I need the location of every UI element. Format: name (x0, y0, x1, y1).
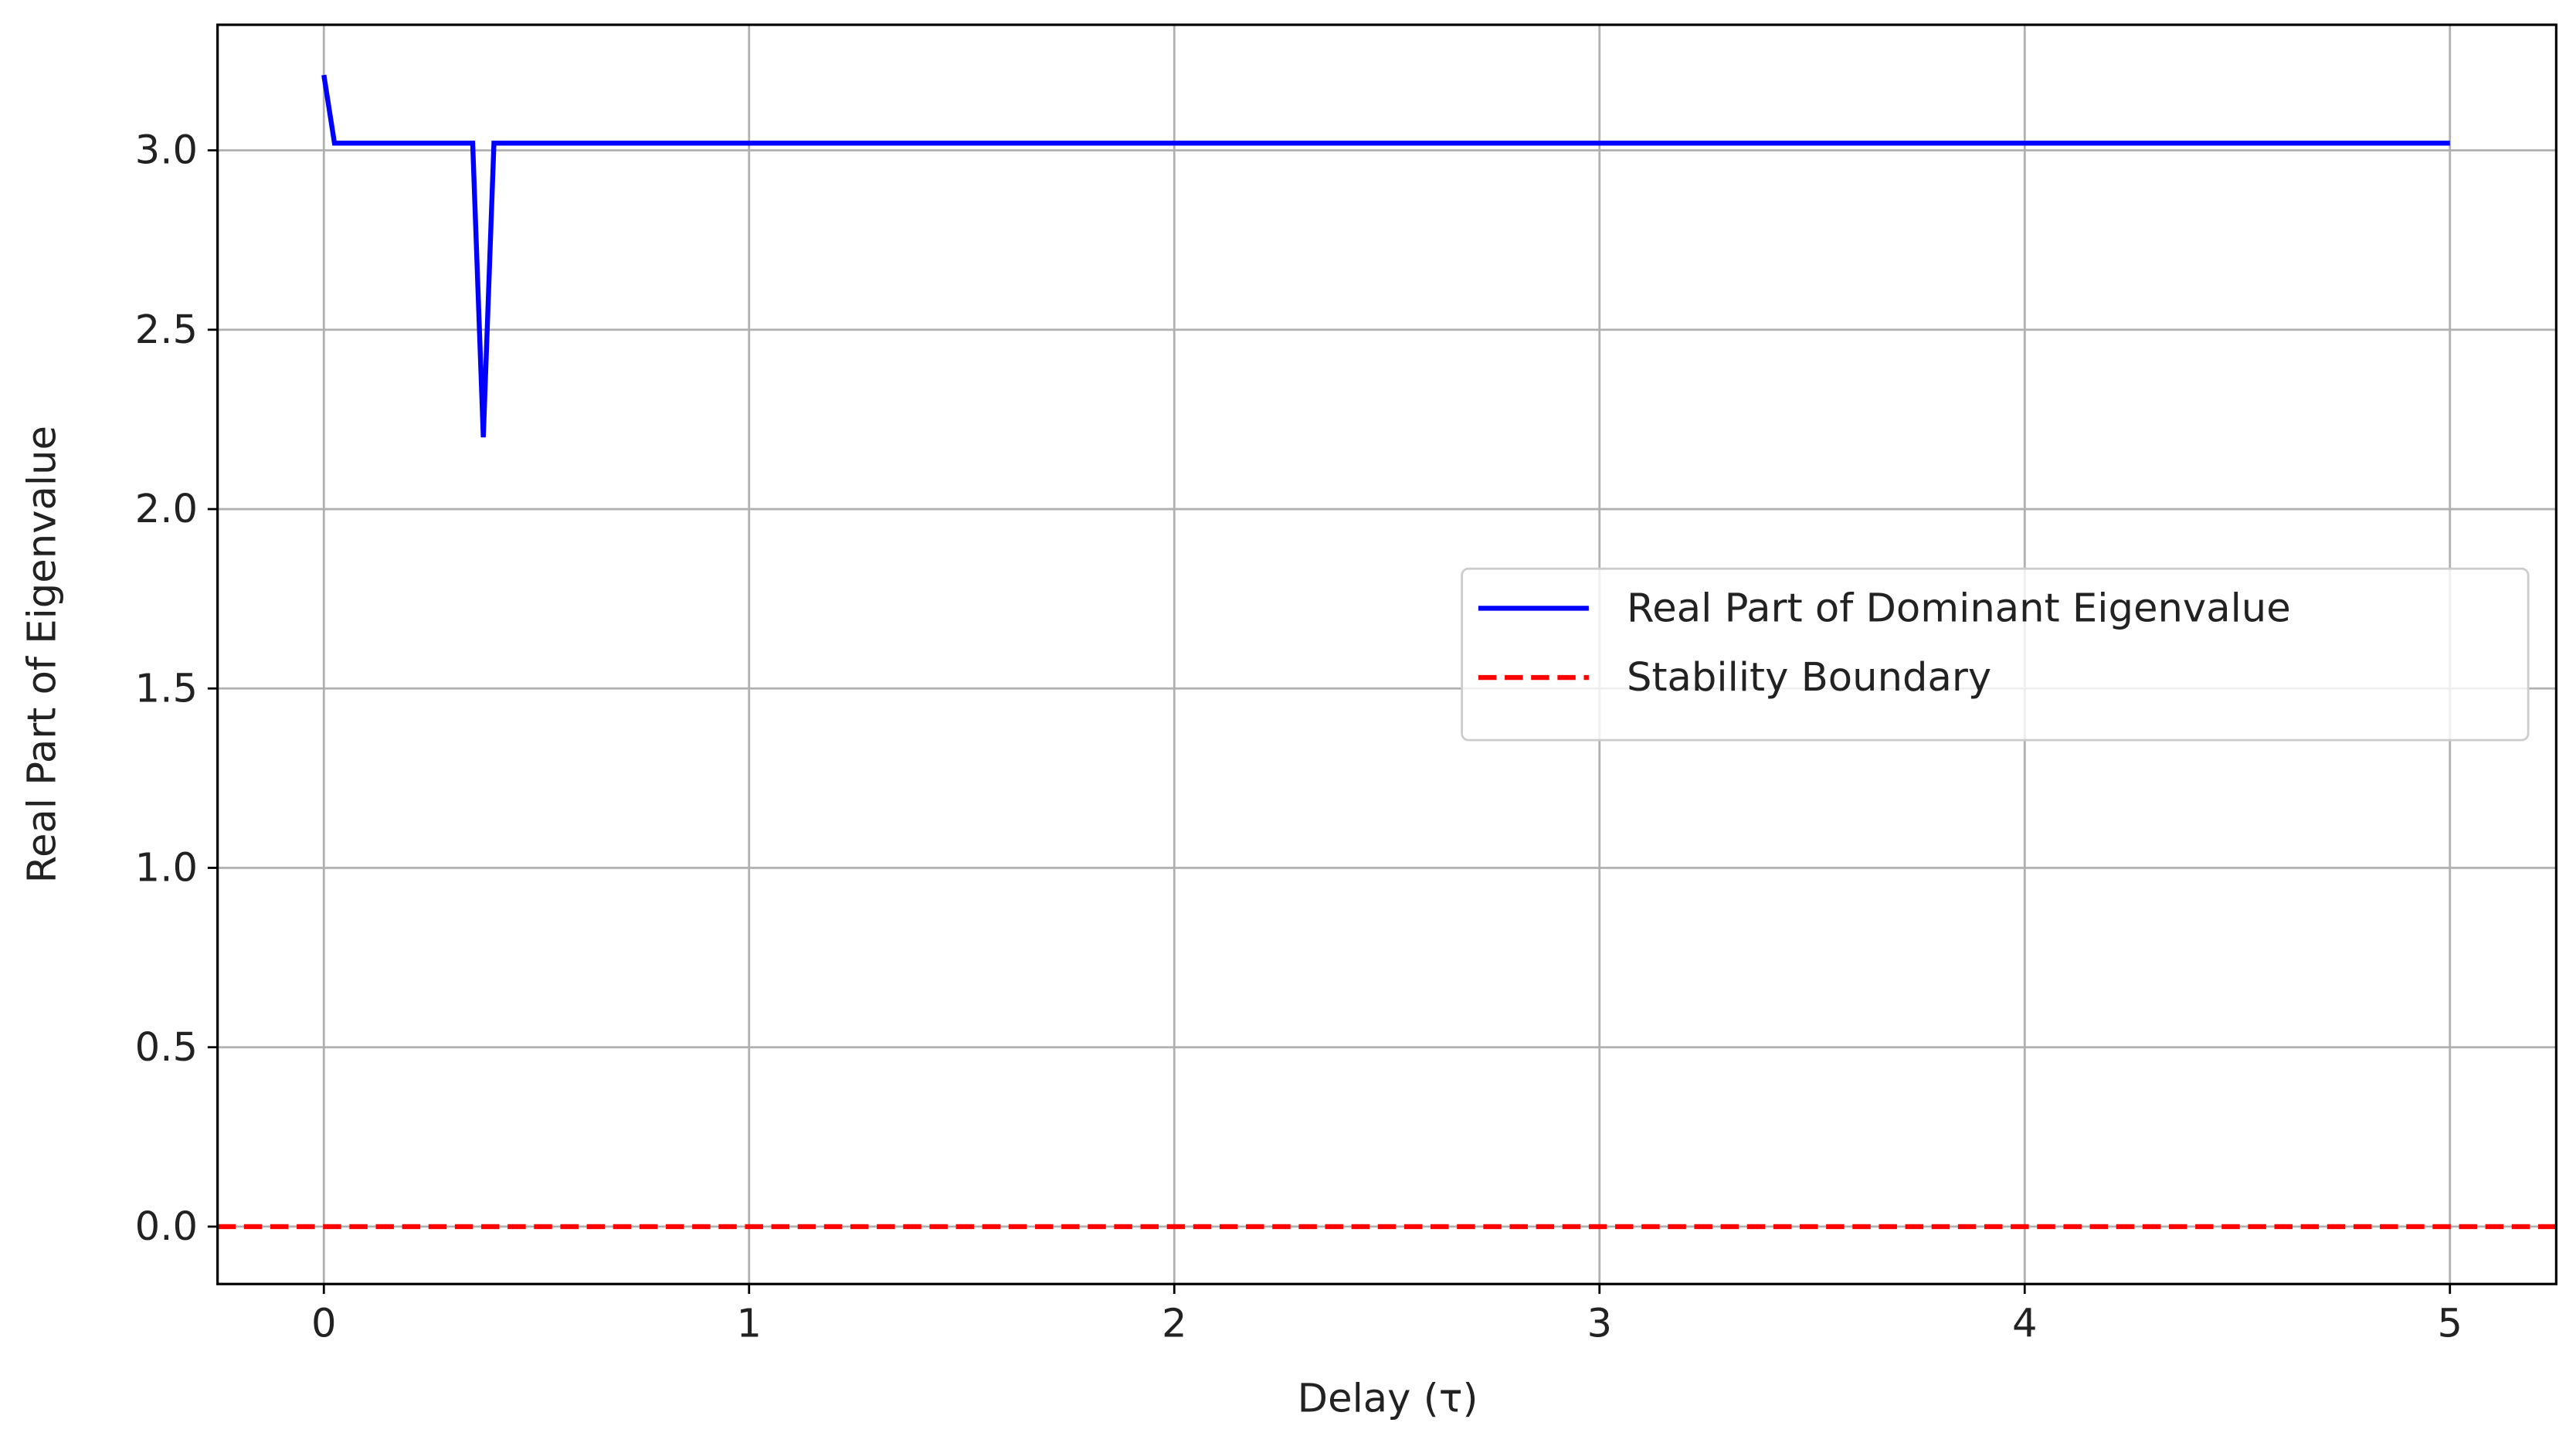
x-tick-label: 0 (311, 1301, 337, 1347)
y-tick-label: 2.0 (135, 486, 198, 532)
legend-label: Stability Boundary (1627, 654, 1991, 701)
x-tick-label: 2 (1162, 1301, 1187, 1347)
y-tick-label: 0.0 (135, 1203, 198, 1250)
y-tick-label: 2.5 (135, 307, 198, 353)
axes-frame (216, 23, 2557, 1285)
x-tick-label: 3 (1587, 1301, 1612, 1347)
legend-label: Real Part of Dominant Eigenvalue (1627, 585, 2291, 631)
y-axis-label: Real Part of Eigenvalue (19, 426, 66, 883)
y-tick-label: 0.5 (135, 1024, 198, 1071)
x-tick-label: 5 (2437, 1301, 2462, 1347)
y-tick-label: 3.0 (135, 127, 198, 174)
legend: Real Part of Dominant Eigenvalue Stabilit… (1461, 567, 2530, 742)
legend-frame (1461, 567, 2530, 742)
x-tick-label: 1 (736, 1301, 762, 1347)
data-line (321, 74, 2450, 438)
x-tick-label: 4 (2012, 1301, 2038, 1347)
x-axis-label: Delay (τ) (1298, 1376, 1478, 1422)
y-tick-label: 1.0 (135, 845, 198, 891)
y-tick-label: 1.5 (135, 665, 198, 711)
